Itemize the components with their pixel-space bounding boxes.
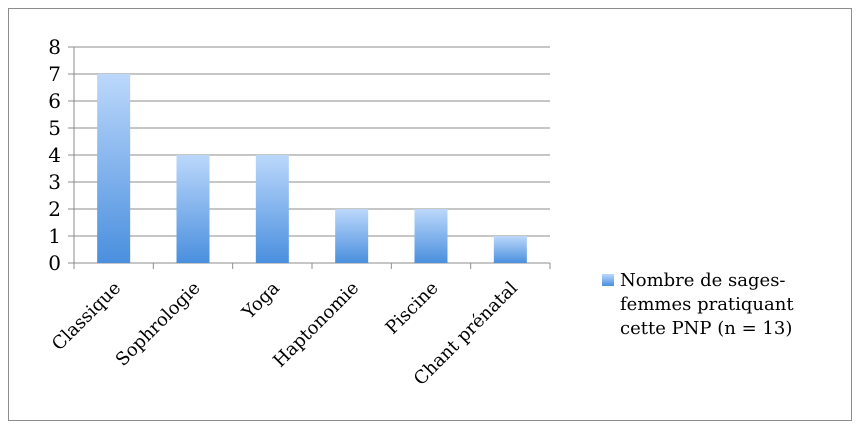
x-tick-label: Haptonomie [269,278,363,372]
legend-label-line: Nombre de sages- [620,270,786,291]
y-tick-label: 5 [48,116,61,140]
bars [97,74,527,263]
bar-chant-pr-natal [493,236,527,263]
y-tick-label: 1 [48,224,61,248]
legend-label-line: femmes pratiquant [620,294,794,315]
chart-frame: 0 1 2 3 4 5 6 7 8 Classique Sophrologie Yoga Hapton… [8,8,852,421]
y-tick-labels: 0 1 2 3 4 5 6 7 8 [48,35,61,275]
x-tick-label: Piscine [382,278,443,339]
y-tick-label: 0 [48,251,61,275]
y-tick-label: 3 [48,170,61,194]
bar-piscine [414,209,448,263]
y-tick-label: 7 [48,62,61,86]
x-tick-label: Yoga [238,278,284,324]
legend: Nombre de sages-femmes pratiquant cette P… [602,270,794,339]
y-tick-label: 4 [48,143,61,167]
y-tick-label: 6 [48,89,61,113]
bar-haptonomie [335,209,369,263]
bar-classique [97,74,131,263]
axes [68,46,551,269]
x-tick-label: Sophrologie [112,278,205,371]
gridlines [74,46,550,237]
bar-sophrologie [176,155,210,263]
x-tick-label: Classique [48,278,125,355]
legend-label-line: cette PNP (n = 13) [620,318,792,339]
bar-yoga [255,155,289,263]
y-tick-label: 2 [48,197,61,221]
y-tick-label: 8 [48,35,61,59]
legend-swatch [602,274,614,286]
